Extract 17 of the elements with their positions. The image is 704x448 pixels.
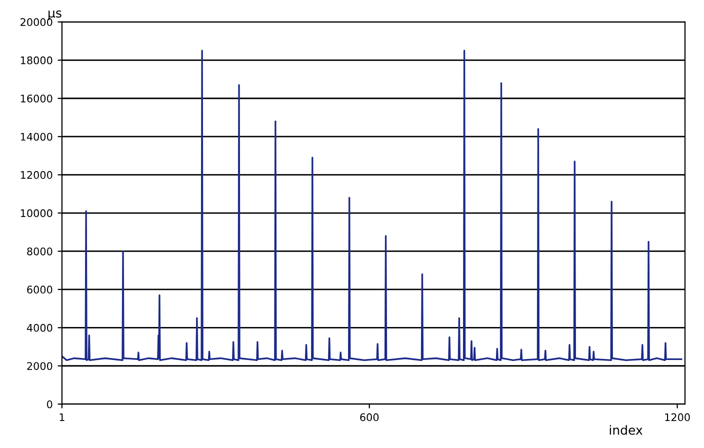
y-tick-label: 0 — [46, 400, 52, 408]
y-tick-label: 2000 — [27, 362, 52, 370]
y-tick-label: 10000 — [20, 209, 52, 218]
x-axis-title: index — [610, 425, 642, 435]
y-tick-label: 4000 — [26, 324, 52, 332]
y-tick-label: 6000 — [27, 286, 52, 294]
x-tick-label: 1 — [60, 413, 64, 422]
y-tick-label: 12000 — [20, 171, 52, 179]
y-tick-label: 20000 — [20, 18, 52, 26]
x-tick-label: 1200 — [665, 413, 690, 422]
y-tick-label: 14000 — [20, 132, 52, 141]
line-series — [62, 50, 682, 361]
y-tick-label: 18000 — [20, 56, 52, 64]
y-axis-title: µs — [48, 10, 62, 20]
x-tick-label: 600 — [360, 413, 379, 422]
y-tick-label: 8000 — [27, 247, 52, 256]
y-tick-label: 16000 — [20, 94, 52, 102]
